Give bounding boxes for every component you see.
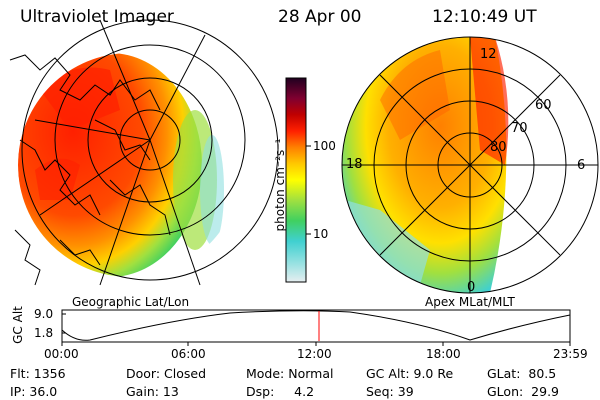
timeline-xtick-2359: 23:59 [553,347,588,361]
polar-grid [341,36,599,294]
mlt-label-0: 0 [467,280,476,295]
timeline-xtick-0600: 06:00 [171,347,206,361]
colorbar-tick-10: 10 [313,227,329,241]
timeline-xtick-1800: 18:00 [426,347,461,361]
colorbar [285,77,311,283]
mlat-label-70: 70 [511,121,528,136]
geographic-caption: Geographic Lat/Lon [72,295,190,309]
time-label: 12:10:49 UT [432,7,537,27]
timeline-plot [61,309,571,346]
altitude-curve [61,310,571,341]
timeline-xtick-1200: 12:00 [297,347,332,361]
gc-altitude: GC Alt: 9.0 Re [366,366,454,381]
mlat-label-60: 60 [535,98,552,113]
door-status: Door: Closed [126,366,207,381]
mlat-label-80: 80 [490,140,507,155]
ip-value: IP: 36.0 [10,384,58,399]
timeline-ytick-low: 1.8 [34,326,54,340]
mlt-label-12: 12 [480,47,497,62]
geographic-image [9,19,279,286]
date-label: 28 Apr 00 [278,7,362,27]
geographic-longitude: GLon: 29.9 [487,384,559,399]
coastlines [9,54,171,286]
timeline-ylabel: GC Alt [11,306,25,344]
dsp-value: Dsp: 4.2 [246,384,315,399]
colorbar-tick-100: 100 [313,139,336,153]
geographic-latitude: GLat: 80.5 [487,366,557,381]
mlt-label-18: 18 [346,157,363,172]
latlon-grid [21,19,279,286]
colorbar-label: photon cm⁻²s⁻¹ [273,138,287,232]
timeline-xtick-0000: 00:00 [44,347,79,361]
gain-value: Gain: 13 [126,384,179,399]
apex-mlat-mlt-image [341,36,599,294]
mlt-label-6: 6 [577,158,586,173]
apex-caption: Apex MLat/MLT [425,295,515,309]
mode-value: Mode: Normal [246,366,334,381]
sequence-number: Seq: 39 [366,384,414,399]
timeline-ytick-high: 9.0 [34,307,54,321]
instrument-title: Ultraviolet Imager [20,7,174,27]
flight-number: Flt: 1356 [10,366,66,381]
